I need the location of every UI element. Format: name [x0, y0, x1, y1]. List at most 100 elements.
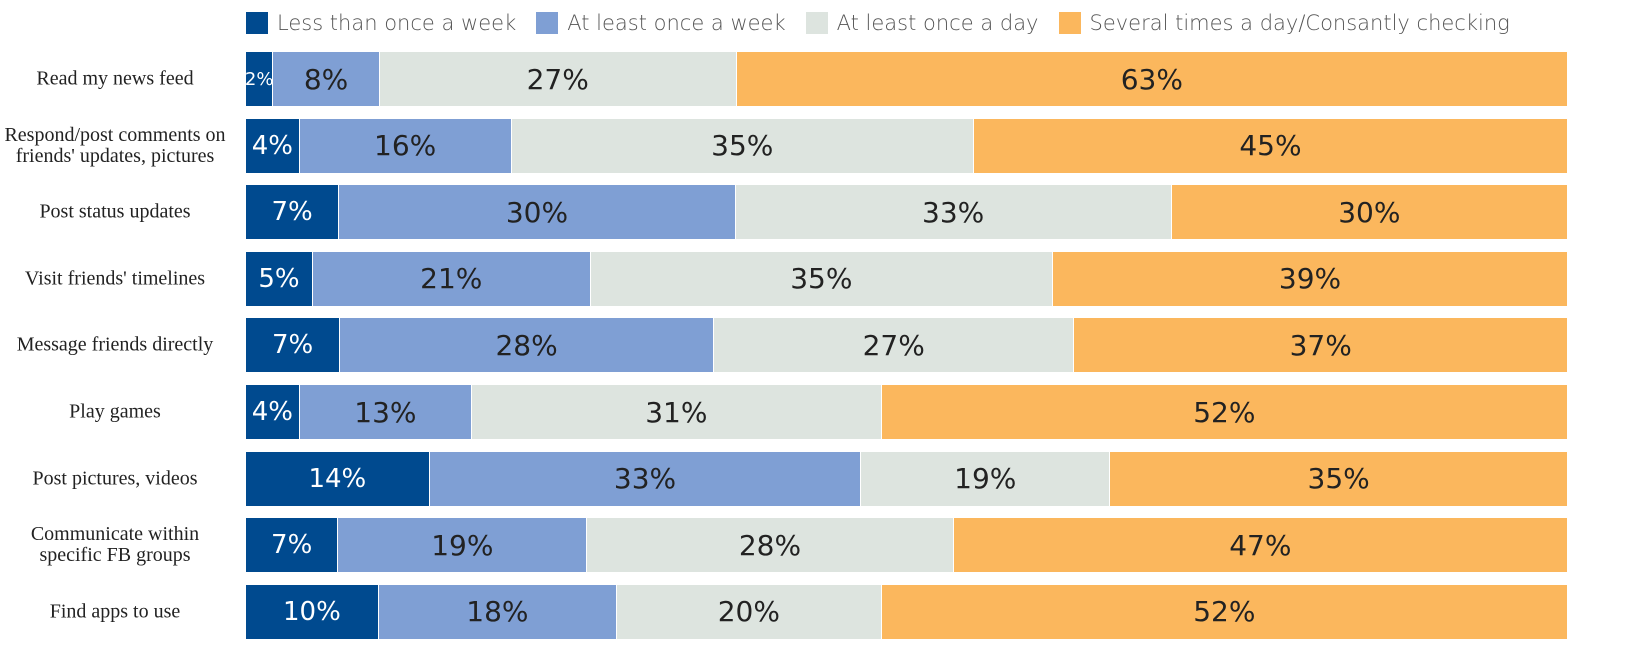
legend-item: At least once a day	[805, 11, 1039, 35]
value-label: 52%	[1193, 595, 1256, 629]
value-label: 47%	[1229, 528, 1292, 562]
bar-segment: 39%	[1052, 251, 1568, 306]
value-label: 27%	[526, 62, 589, 96]
value-label: 28%	[738, 528, 802, 562]
bar-segment: 52%	[881, 584, 1568, 639]
value-label: 27%	[862, 328, 925, 362]
value-label: 2%	[246, 68, 274, 90]
bar-segment: 5%	[246, 251, 313, 306]
category-label: Visit friends' timelines	[24, 267, 206, 290]
bar-row: Respond/post comments on friends' update…	[0, 118, 1568, 173]
bar-row: Play games 4% 13% 31% 52%	[0, 385, 1568, 439]
value-label: 8%	[303, 62, 349, 96]
value-label: 39%	[1278, 262, 1342, 296]
value-label: 33%	[613, 462, 677, 496]
bar-segment: 16%	[299, 118, 512, 173]
stacked-bar: 7% 19% 28% 47%	[246, 518, 1568, 573]
bar-segment: 2%	[246, 52, 274, 106]
value-label: 7%	[271, 330, 314, 361]
value-label: 33%	[922, 195, 985, 229]
bar-row: Find apps to use 10% 18% 20% 52%	[0, 584, 1568, 639]
bar-row: Message friends directly 7% 28% 27% 37%	[0, 318, 1568, 373]
bar-segment: 18%	[378, 584, 618, 639]
legend-item: Less than once a week	[246, 11, 516, 35]
legend-label: At least once a day	[836, 11, 1039, 35]
value-label: 16%	[374, 129, 437, 163]
category-label: Play games	[69, 400, 161, 423]
bar-segment: 7%	[246, 185, 340, 240]
bar-segment: 30%	[339, 185, 736, 240]
bar-segment: 63%	[736, 52, 1568, 106]
category-label: Message friends directly	[16, 333, 214, 356]
legend-swatch	[246, 12, 268, 34]
value-label: 18%	[466, 595, 529, 629]
legend-item: Several times a day/Consantly checking	[1058, 11, 1510, 35]
category-label: Read my news feed	[36, 67, 194, 90]
bar-segment: 14%	[246, 451, 430, 506]
bar-row: Visit friends' timelines 5% 21% 35% 39%	[0, 251, 1568, 306]
bar-segment: 35%	[511, 118, 974, 173]
value-label: 10%	[283, 596, 341, 627]
legend-label: At least once a week	[567, 11, 786, 35]
bar-segment: 35%	[1110, 451, 1568, 506]
legend-swatch	[805, 12, 828, 34]
bar-segment: 47%	[953, 518, 1568, 573]
bar-segment: 19%	[861, 451, 1111, 506]
bar-row: Read my news feed 2% 8% 27% 63%	[0, 52, 1568, 106]
category-label: Communicate within specific FB groups	[30, 523, 200, 567]
value-label: 13%	[354, 395, 417, 429]
legend-item: At least once a week	[536, 11, 786, 35]
value-label: 4%	[251, 130, 293, 161]
value-label: 45%	[1239, 129, 1302, 163]
value-label: 7%	[271, 197, 313, 228]
bar-segment: 10%	[246, 584, 379, 639]
value-label: 30%	[1338, 195, 1401, 229]
bar-segment: 33%	[429, 451, 862, 506]
bar-segment: 37%	[1074, 318, 1568, 373]
bar-segment: 13%	[299, 385, 473, 439]
bar-segment: 8%	[273, 52, 380, 106]
bar-segment: 28%	[587, 518, 954, 573]
bar-segment: 33%	[735, 185, 1172, 240]
bar-row: Post status updates 7% 30% 33% 30%	[0, 185, 1569, 240]
bar-segment: 4%	[246, 385, 300, 439]
legend-swatch	[1058, 12, 1081, 34]
bar-segment: 19%	[338, 518, 588, 573]
value-label: 19%	[954, 462, 1017, 496]
bar-segment: 52%	[881, 385, 1568, 439]
value-label: 28%	[495, 328, 558, 362]
stacked-bar: 7% 28% 27% 37%	[246, 318, 1568, 373]
value-label: 20%	[717, 595, 780, 629]
value-label: 31%	[645, 395, 708, 429]
value-label: 52%	[1193, 395, 1256, 429]
value-label: 30%	[505, 195, 569, 229]
bar-segment: 27%	[379, 52, 737, 106]
bar-row: Post pictures, videos 14% 33% 19% 35%	[0, 451, 1568, 506]
value-label: 37%	[1289, 328, 1352, 362]
stacked-bar: 7% 30% 33% 30%	[246, 185, 1569, 240]
stacked-bar: 14% 33% 19% 35%	[246, 451, 1568, 506]
legend-swatch	[536, 12, 559, 34]
value-label: 35%	[711, 129, 774, 163]
bar-segment: 31%	[472, 385, 882, 439]
bar-segment: 28%	[340, 318, 714, 373]
value-label: 5%	[258, 263, 300, 294]
value-label: 21%	[420, 262, 483, 296]
bar-segment: 21%	[312, 251, 591, 306]
value-label: 19%	[431, 528, 494, 562]
value-label: 35%	[790, 262, 853, 296]
stacked-bar: 4% 13% 31% 52%	[246, 385, 1568, 439]
stacked-bar: 4% 16% 35% 45%	[246, 118, 1568, 173]
bar-row: Communicate within specific FB groups 7% 1…	[0, 518, 1568, 573]
category-label: Post pictures, videos	[32, 467, 198, 490]
category-label: Post status updates	[39, 200, 191, 223]
bar-segment: 30%	[1171, 185, 1569, 240]
value-label: 7%	[271, 530, 313, 561]
value-label: 14%	[308, 463, 367, 494]
legend: Less than once a week At least once a wee…	[246, 8, 1510, 38]
value-label: 35%	[1307, 462, 1370, 496]
stacked-bar: 2% 8% 27% 63%	[246, 52, 1568, 106]
bar-segment: 27%	[713, 318, 1075, 373]
bar-segment: 35%	[590, 251, 1053, 306]
stacked-bar: 5% 21% 35% 39%	[246, 251, 1568, 306]
